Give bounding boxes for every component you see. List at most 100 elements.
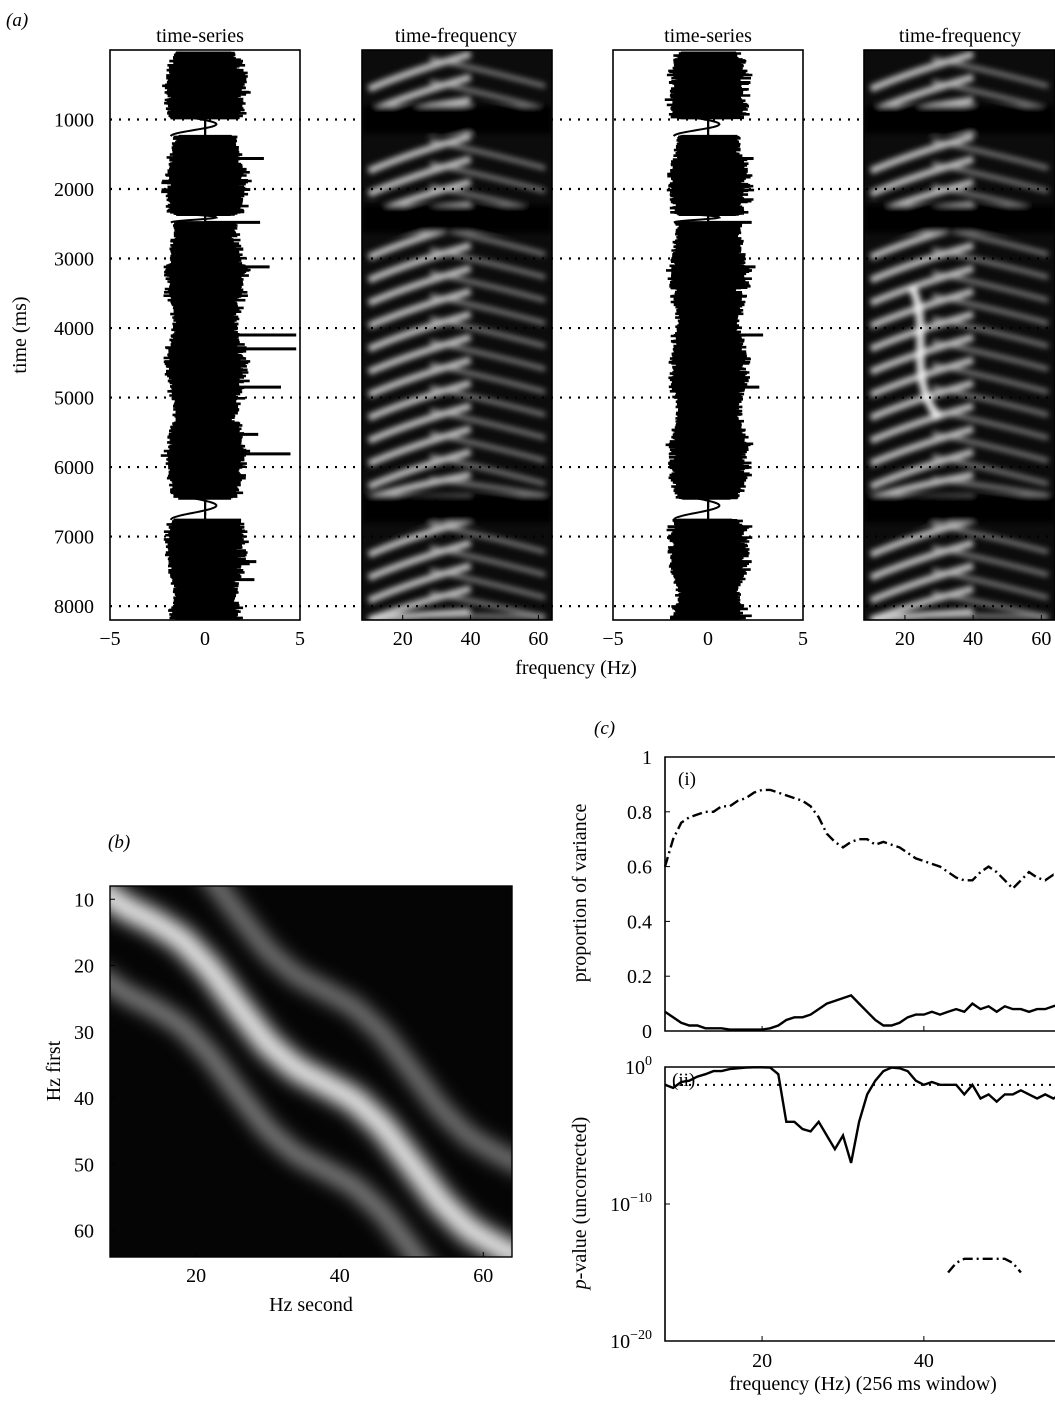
tf-sweep	[367, 379, 472, 421]
tf-sweep	[367, 241, 472, 284]
x-tick-label: 0	[200, 628, 210, 650]
x-tick-label: 5	[798, 628, 808, 650]
panel-a-y-ticks: 1000 2000 3000 4000 5000 6000 7000 8000	[54, 110, 94, 619]
tf-sweep	[429, 315, 546, 349]
trace-curve	[169, 117, 218, 137]
tf-sweep	[869, 379, 975, 421]
panel-b-ylabel: Hz first	[43, 1040, 65, 1101]
tf-sweep	[367, 132, 472, 175]
panel-c-label: (c)	[594, 718, 615, 739]
tf-sweep	[367, 448, 472, 490]
subplot-title-1: time-series	[156, 25, 244, 47]
b-y-tick-label: 20	[74, 956, 94, 978]
tf-sweep	[931, 430, 1049, 464]
tf-sweep	[367, 310, 472, 353]
pvalue-axes	[664, 1066, 1055, 1342]
pvalue-line-2	[947, 1257, 1022, 1274]
time-frequency-axes-1	[361, 49, 553, 621]
tf-sweep	[429, 247, 546, 280]
pvalue-line-1	[664, 1066, 1055, 1164]
x-tick-label: 40	[963, 628, 983, 650]
b-y-tick-label: 10	[74, 889, 94, 911]
b-x-tick-label: 40	[330, 1265, 350, 1287]
variance-subplot-label: (i)	[678, 769, 696, 790]
tf-sweep	[367, 155, 472, 198]
time-frequency-axes-2	[863, 49, 1055, 621]
ci-y-tick-label: 0.4	[627, 911, 652, 933]
tf-pause-band	[864, 494, 1055, 523]
c-x-tick-label: 20	[752, 1350, 772, 1372]
tf-sweep	[931, 544, 1049, 578]
x-tick-label: 20	[393, 628, 413, 650]
time-series-trace-1	[160, 51, 297, 620]
variance-series	[663, 788, 1055, 1031]
pvalue-ylabel-p: p	[569, 1279, 591, 1291]
tf-sweep	[931, 247, 1049, 280]
tf-pause-band	[864, 105, 1055, 134]
tf-sweep	[429, 453, 546, 487]
panel-b-label: (b)	[108, 832, 130, 853]
tf-sweep	[429, 544, 546, 578]
tf-pause-band	[362, 204, 552, 233]
tf-sweep	[869, 402, 975, 444]
panel-b-xlabel: Hz second	[269, 1294, 353, 1316]
tf-sweep	[367, 562, 472, 604]
panel-b-y-ticks: 10 20 30 40 50 60	[74, 889, 115, 1243]
tf-sweep	[931, 137, 1049, 171]
tick-base: 10	[610, 1331, 630, 1353]
trace-curve	[169, 497, 218, 521]
tf-sweep	[367, 402, 472, 444]
cii-y-tick-label: 10−10	[610, 1191, 652, 1216]
tf-sweep	[869, 425, 975, 467]
tick-exponent: −20	[630, 1328, 652, 1343]
subplot-title-4: time-frequency	[899, 25, 1021, 47]
panel-a: (a) time (ms) frequency (Hz) time-series…	[6, 10, 1055, 679]
heatmap-band	[110, 886, 512, 1257]
x-tick-label: 5	[295, 628, 305, 650]
tf-sweep	[367, 356, 472, 398]
x-tick-label: 60	[1031, 628, 1051, 650]
tf-sweep	[429, 338, 546, 372]
x-tick-label: −5	[99, 628, 120, 650]
tf-sweep	[869, 539, 975, 581]
y-tick-label-7000: 7000	[54, 527, 94, 549]
tf-sweep	[931, 160, 1049, 194]
b-x-tick-label: 20	[186, 1265, 206, 1287]
tf-sweep	[367, 333, 472, 376]
pvalue-series	[664, 1066, 1055, 1274]
tf-sweep	[367, 264, 472, 307]
trace-curve	[672, 117, 721, 137]
tf-sweep	[869, 516, 975, 558]
y-tick-label-1000: 1000	[54, 110, 94, 132]
tf-sweep	[869, 448, 975, 490]
c-x-tick-label: 40	[914, 1350, 934, 1372]
time-frequency-heatmap-1	[362, 50, 552, 620]
tf-sweep	[931, 292, 1049, 326]
tf-sweep	[869, 155, 975, 198]
tf-sweep	[429, 384, 546, 418]
tf-sweep	[870, 608, 974, 620]
y-tick-label-5000: 5000	[54, 388, 94, 410]
tf-sweep	[932, 613, 1049, 620]
panel-a-label: (a)	[6, 10, 28, 31]
tf-sweep	[429, 55, 546, 89]
tf-sweep	[931, 55, 1049, 89]
b-y-tick-label: 30	[74, 1022, 94, 1044]
cross-frequency-heatmap	[110, 886, 512, 1257]
heatmap-band	[207, 886, 512, 1170]
y-tick-label-3000: 3000	[54, 249, 94, 271]
variance-line-2	[664, 994, 1055, 1031]
x-tick-label: 0	[703, 628, 713, 650]
subplot-title-3: time-series	[664, 25, 752, 47]
tf-sweep	[908, 284, 943, 421]
variance-ylabel: proportion of variance	[569, 803, 591, 982]
tf-sweep	[429, 292, 546, 326]
ci-y-tick-label: 0	[642, 1021, 652, 1043]
variance-subplot: 0 0.2 0.4 0.6 0.8 1 (i) proportion of varianc…	[569, 747, 1055, 1043]
tf-sweep	[429, 137, 546, 171]
ci-y-tick-label: 0.2	[627, 966, 652, 988]
panel-a-xlabel: frequency (Hz)	[515, 657, 637, 679]
tf-sweep	[869, 241, 975, 284]
